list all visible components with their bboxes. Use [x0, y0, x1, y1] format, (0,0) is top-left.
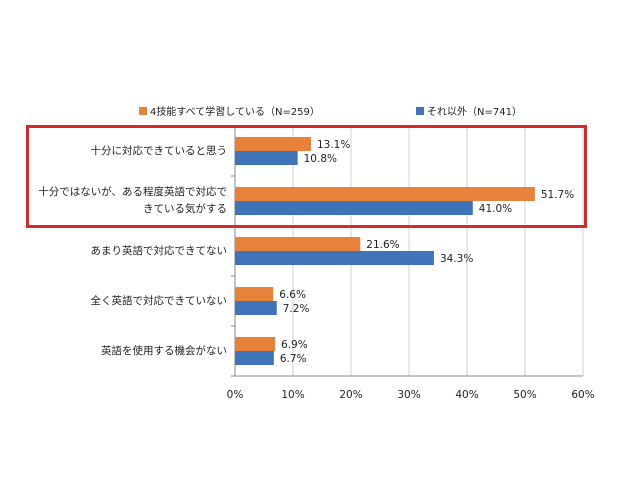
category-label: 十分に対応できていると思う — [27, 143, 228, 160]
data-label: 6.7% — [280, 353, 307, 365]
legend-label-series1: 4技能すべて学習している（N=259） — [150, 107, 320, 118]
x-tick-label: 0% — [227, 389, 244, 401]
bar-series1 — [235, 137, 311, 151]
data-label: 6.9% — [281, 339, 308, 351]
category-label-line: 十分ではないが、ある程度英語で対応で — [38, 186, 227, 198]
bar-series1 — [235, 237, 361, 251]
category-label-line: 英語を使用する機会がない — [101, 344, 227, 357]
x-tick-label: 50% — [513, 389, 536, 401]
highlight-box — [26, 125, 587, 228]
category-label: 全く英語で対応できていない — [27, 293, 228, 310]
data-label: 34.3% — [440, 253, 473, 265]
bar-series2 — [235, 351, 274, 365]
x-tick-label: 10% — [281, 389, 304, 401]
data-label: 7.2% — [283, 303, 310, 315]
bar-series2 — [235, 251, 434, 265]
category-label: あまり英語で対応できてない — [27, 243, 228, 260]
bar-series1 — [235, 287, 274, 301]
x-tick-label: 20% — [339, 389, 362, 401]
data-label: 13.1% — [317, 139, 350, 151]
legend-item-series2: それ以外（N=741） — [416, 103, 522, 118]
bar-series1 — [235, 337, 276, 351]
category-label-line: 全く英語で対応できていない — [90, 294, 228, 307]
legend-swatch-series2 — [416, 106, 424, 115]
legend-label-series2: それ以外（N=741） — [427, 107, 522, 118]
data-label: 41.0% — [479, 203, 512, 215]
legend-item-series1: 4技能すべて学習している（N=259） — [139, 103, 320, 118]
data-label: 21.6% — [366, 239, 399, 251]
bar-series2 — [235, 151, 298, 165]
bar-series2 — [235, 301, 277, 315]
data-label: 51.7% — [541, 189, 574, 201]
x-tick-label: 40% — [455, 389, 478, 401]
bar-series2 — [235, 201, 473, 215]
x-tick-label: 30% — [397, 389, 420, 401]
data-label: 10.8% — [304, 153, 337, 165]
category-label-line: あまり英語で対応できてない — [90, 244, 228, 257]
category-label-line: 十分に対応できていると思う — [90, 144, 228, 157]
data-label: 6.6% — [279, 289, 306, 301]
x-tick-label: 60% — [571, 389, 594, 401]
category-label: 十分ではないが、ある程度英語で対応できている気がする — [27, 184, 227, 218]
bar-series1 — [235, 187, 535, 201]
category-label: 英語を使用する機会がない — [27, 343, 227, 360]
legend-swatch-series1 — [139, 106, 147, 115]
legend: 4技能すべて学習している（N=259） それ以外（N=741） — [0, 103, 640, 119]
category-label-line: きている気がする — [143, 203, 227, 215]
